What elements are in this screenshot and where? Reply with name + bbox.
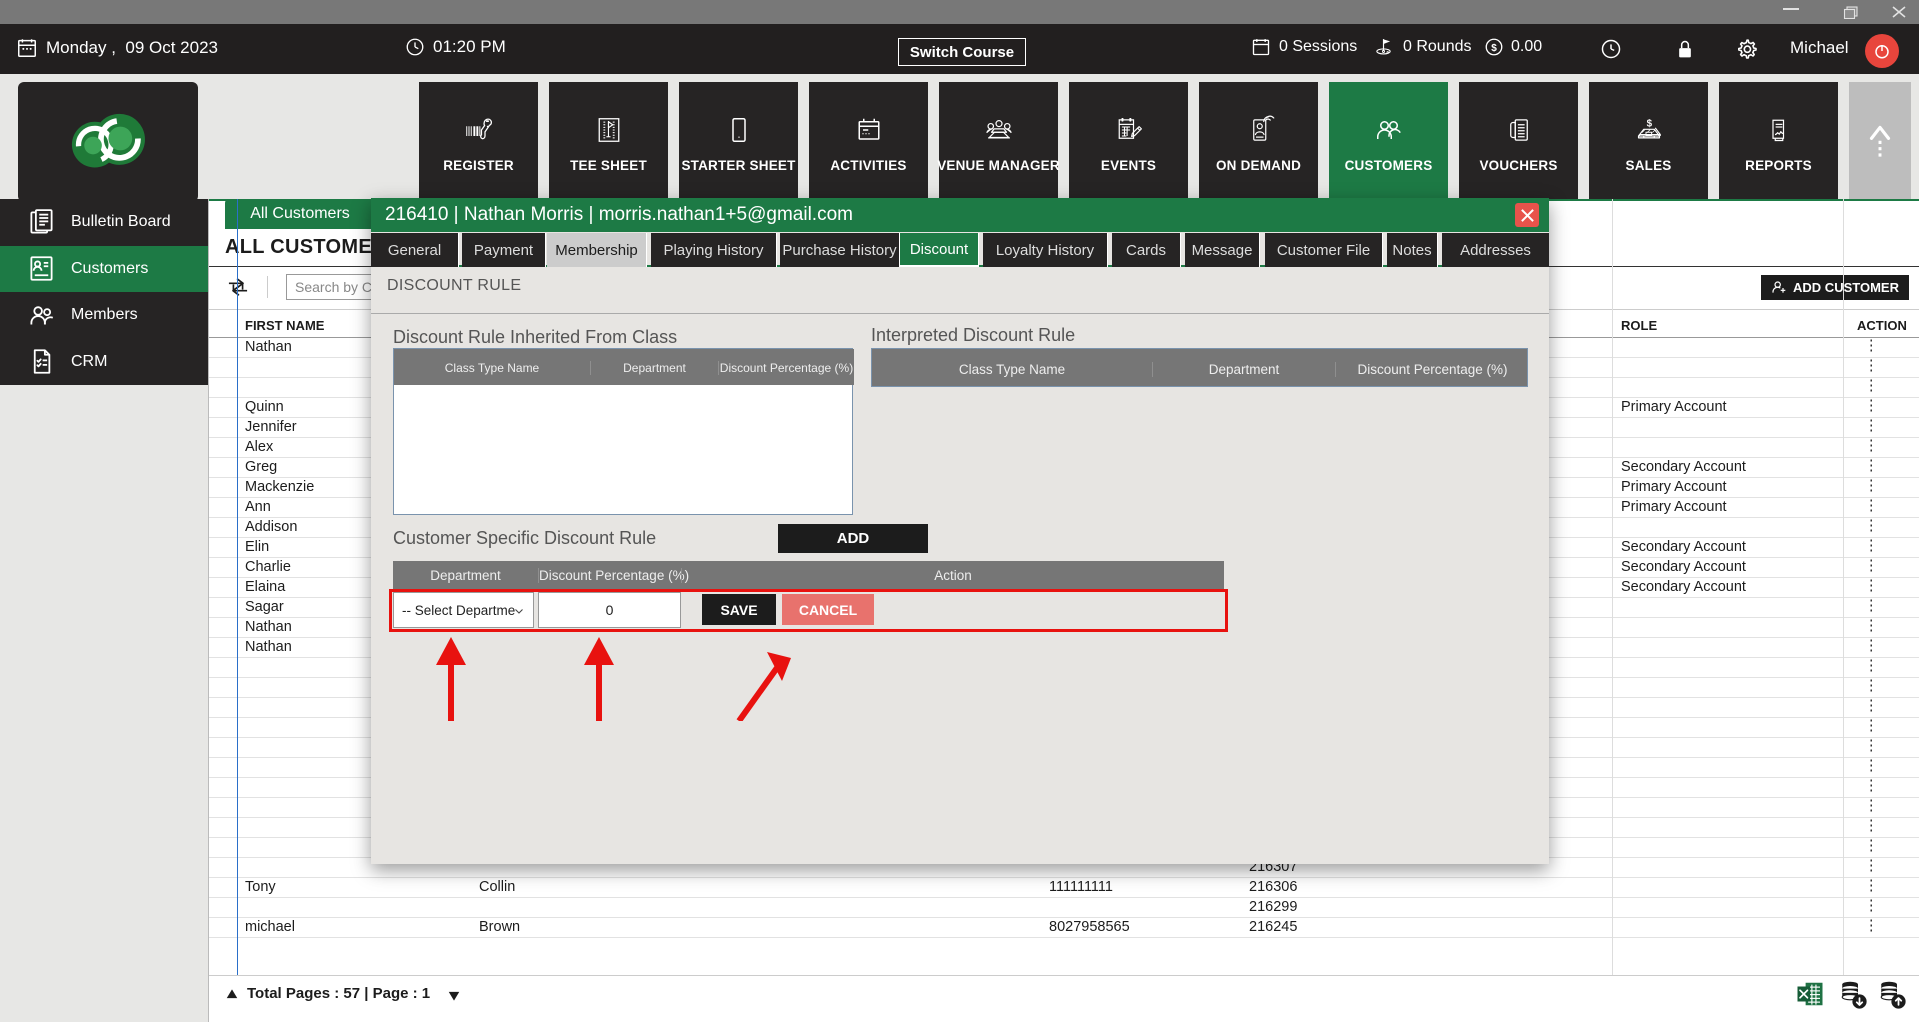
svg-text:$: $ <box>1646 118 1652 129</box>
svg-text:$: $ <box>1491 43 1497 54</box>
